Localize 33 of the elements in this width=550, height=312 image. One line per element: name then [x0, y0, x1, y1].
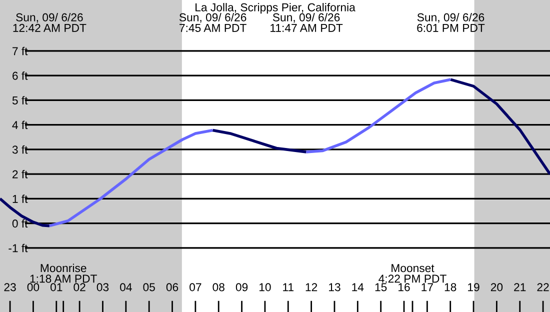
x-tick-label: 18 [444, 283, 456, 292]
x-tick-label: 09 [236, 283, 248, 292]
x-tick-label: 19 [468, 283, 480, 292]
x-tick-label: 10 [259, 283, 271, 292]
annotation: Moonrise 1:18 AM PDT [30, 264, 97, 283]
x-tick-label: 14 [352, 283, 364, 292]
x-tick-label: 13 [329, 283, 340, 292]
x-tick-label: 15 [375, 283, 387, 292]
x-tick-label: 08 [212, 283, 224, 292]
annotation: Sun, 09/ 6/26 11:47 AM PDT [270, 13, 343, 32]
x-tick-label: 11 [283, 283, 294, 292]
x-tick-label: 05 [143, 283, 155, 292]
annotation: Sun, 09/ 6/26 6:01 PM PDT [417, 13, 485, 32]
x-tick-label: 02 [74, 283, 86, 292]
x-tick-label: 06 [166, 283, 178, 292]
y-tick-label: 6 ft [12, 71, 28, 80]
x-tick-label: 20 [490, 283, 503, 292]
chart-title: La Jolla, Scripps Pier, California [196, 3, 356, 14]
x-tick-label: 16 [398, 283, 410, 292]
x-tick-label: 21 [514, 283, 526, 292]
x-tick-label: 03 [96, 283, 109, 292]
y-tick-label: 2 ft [12, 170, 28, 178]
x-tick-label: 23 [4, 283, 16, 292]
annotation: Moonset 4:22 PM PDT [378, 264, 446, 283]
x-tick-label: 00 [27, 283, 40, 292]
x-tick-label: 01 [50, 283, 62, 292]
x-tick-label: 22 [537, 283, 549, 292]
annotation: Sun, 09/ 6/26 7:45 AM PDT [179, 13, 246, 32]
x-tick-label: 12 [306, 283, 318, 292]
annotation: Sun, 09/ 6/26 12:42 AM PDT [13, 13, 86, 32]
x-tick-label: 04 [120, 283, 132, 292]
x-tick-label: 17 [422, 283, 433, 292]
x-tick-label: 07 [190, 283, 202, 292]
